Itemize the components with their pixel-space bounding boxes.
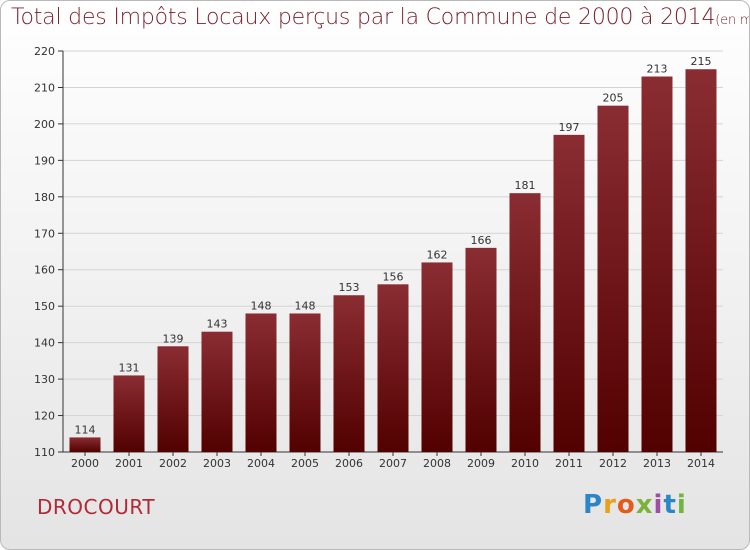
x-tick-label: 2007 xyxy=(379,457,407,470)
bar xyxy=(245,313,277,452)
x-tick-label: 2000 xyxy=(71,457,99,470)
bar xyxy=(509,193,541,452)
x-tick-label: 2009 xyxy=(467,457,495,470)
bar xyxy=(685,69,717,453)
bar-value-label: 143 xyxy=(207,318,228,331)
y-tick-label: 150 xyxy=(34,300,55,313)
y-tick-label: 210 xyxy=(34,81,55,94)
bar-value-label: 166 xyxy=(471,234,492,247)
x-tick-label: 2003 xyxy=(203,457,231,470)
y-tick-label: 120 xyxy=(34,410,55,423)
bar xyxy=(157,346,189,452)
logo-letter: r xyxy=(603,490,617,520)
bar xyxy=(553,134,585,452)
bar xyxy=(333,295,365,452)
x-tick-label: 2008 xyxy=(423,457,451,470)
x-tick-label: 2004 xyxy=(247,457,275,470)
bar-value-label: 181 xyxy=(515,179,536,192)
x-tick-label: 2013 xyxy=(643,457,671,470)
y-tick-label: 110 xyxy=(34,446,55,459)
bar xyxy=(421,262,453,452)
logo-letter: t xyxy=(663,490,677,520)
y-tick-label: 130 xyxy=(34,373,55,386)
bar xyxy=(113,375,145,452)
bar-value-label: 148 xyxy=(251,299,272,312)
bar-value-label: 156 xyxy=(383,270,404,283)
chart-title: Total des Impôts Locaux perçus par la Co… xyxy=(11,5,749,30)
y-tick-label: 190 xyxy=(34,154,55,167)
x-tick-label: 2014 xyxy=(687,457,715,470)
bar-value-label: 205 xyxy=(603,92,624,105)
logo-letter: i xyxy=(653,490,664,520)
x-tick-label: 2005 xyxy=(291,457,319,470)
bar-value-label: 215 xyxy=(691,55,712,68)
y-tick-label: 140 xyxy=(34,337,55,350)
y-tick-label: 200 xyxy=(34,118,55,131)
x-tick-label: 2010 xyxy=(511,457,539,470)
bar-value-label: 197 xyxy=(559,121,580,134)
bar xyxy=(641,76,673,452)
bar xyxy=(201,331,233,452)
x-tick-label: 2002 xyxy=(159,457,187,470)
bar-value-label: 153 xyxy=(339,281,360,294)
y-tick-label: 160 xyxy=(34,264,55,277)
bar-value-label: 139 xyxy=(163,332,184,345)
bar xyxy=(465,247,497,452)
bar xyxy=(597,105,629,452)
x-tick-label: 2012 xyxy=(599,457,627,470)
bar xyxy=(69,437,101,452)
logo-letter: i xyxy=(676,490,687,520)
logo-letter: o xyxy=(616,490,636,520)
proxiti-logo[interactable]: Proxiti xyxy=(583,490,687,520)
x-tick-label: 2006 xyxy=(335,457,363,470)
chart-unit: (en milliers d'€) xyxy=(715,13,749,28)
logo-letter: P xyxy=(583,490,604,520)
commune-name: DROCOURT xyxy=(37,495,156,519)
bar-value-label: 131 xyxy=(119,361,140,374)
x-tick-label: 2001 xyxy=(115,457,143,470)
bar xyxy=(377,284,409,452)
chart-title-text: Total des Impôts Locaux perçus par la Co… xyxy=(11,5,716,30)
bar-value-label: 148 xyxy=(295,299,316,312)
bar-value-label: 162 xyxy=(427,248,448,261)
y-tick-label: 170 xyxy=(34,227,55,240)
x-tick-label: 2011 xyxy=(555,457,583,470)
logo-letter: x xyxy=(635,490,654,520)
y-tick-label: 220 xyxy=(34,45,55,58)
y-tick-label: 180 xyxy=(34,191,55,204)
bar xyxy=(289,313,321,452)
bar-value-label: 213 xyxy=(647,63,668,76)
bar-value-label: 114 xyxy=(75,423,96,436)
